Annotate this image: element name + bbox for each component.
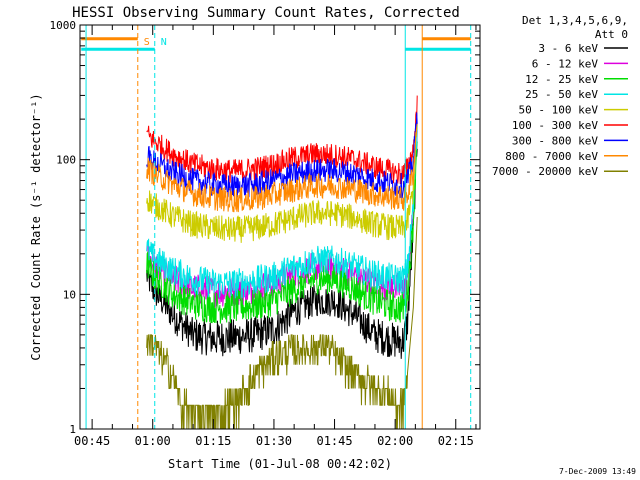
chart-title: HESSI Observing Summary Count Rates, Cor… (72, 5, 460, 21)
marker-label-n: N (161, 37, 167, 48)
series-line-3-6-kev (146, 148, 418, 359)
series-line-800-7000-kev (146, 123, 418, 213)
series-line-25-50-kev (146, 125, 418, 299)
legend-label-6-12-kev: 6 - 12 keV (532, 57, 599, 70)
legend-label-25-50-kev: 25 - 50 keV (525, 88, 598, 101)
marker-label-s: S (144, 37, 150, 48)
legend-label-50-100-kev: 50 - 100 keV (519, 104, 599, 117)
y-axis-label: Corrected Count Rate (s⁻¹ detector⁻¹) (29, 93, 43, 360)
legend-label-100-300-kev: 100 - 300 keV (512, 119, 598, 132)
y-tick-label-1000: 1000 (50, 19, 77, 32)
legend-label-12-25-kev: 12 - 25 keV (525, 73, 598, 86)
legend: 3 - 6 keV 6 - 12 keV 12 - 25 keV 25 - 50 ke… (492, 42, 628, 178)
legend-label-300-800-kev: 300 - 800 keV (512, 134, 598, 147)
x-tick-label-01-45: 01:45 (316, 434, 352, 448)
series-lines (146, 95, 418, 430)
plot-frame (79, 24, 481, 430)
x-axis: 00:45 01:00 01:15 01:30 01:45 02:00 02:15 (74, 25, 477, 448)
x-tick-label-01-30: 01:30 (256, 434, 292, 448)
y-tick-label-10: 10 (63, 288, 76, 301)
x-tick-label-02-00: 02:00 (377, 434, 413, 448)
series-line-50-100-kev (146, 126, 418, 243)
series-line-100-300-kev (146, 95, 418, 185)
footer-date: 7-Dec-2009 13:49 (559, 467, 636, 476)
legend-label-3-6-kev: 3 - 6 keV (538, 42, 598, 55)
x-tick-label-00-45: 00:45 (74, 434, 110, 448)
x-tick-label-01-15: 01:15 (195, 434, 231, 448)
y-axis: 1 10 100 1000 (50, 19, 480, 436)
x-tick-label-02-15: 02:15 (438, 434, 474, 448)
x-axis-label: Start Time (01-Jul-08 00:42:02) (168, 457, 392, 471)
legend-header-line-1: Det 1,3,4,5,6,9, (522, 14, 628, 27)
flag-bars (81, 37, 471, 51)
legend-label-7000-20000-kev: 7000 - 20000 keV (492, 165, 598, 178)
series-line-12-25-kev (146, 141, 418, 324)
legend-header-line-2: Att 0 (595, 28, 628, 41)
x-tick-label-01-00: 01:00 (135, 434, 171, 448)
legend-label-800-7000-kev: 800 - 7000 keV (505, 150, 598, 163)
series-line-7000-20000-kev (146, 216, 418, 430)
y-tick-label-1: 1 (69, 423, 76, 436)
y-tick-label-100: 100 (56, 154, 76, 167)
